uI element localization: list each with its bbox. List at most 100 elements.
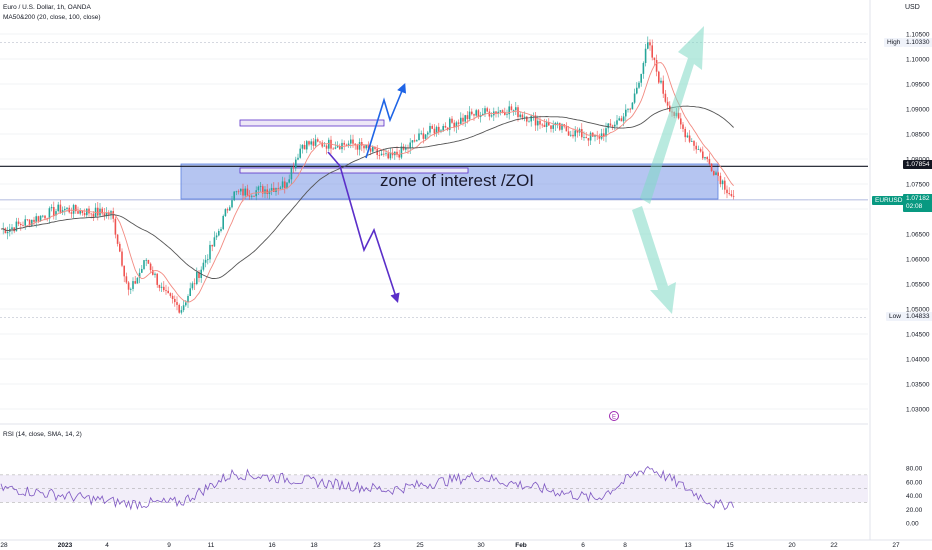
candle-body [556, 122, 559, 124]
candle-body [299, 148, 301, 158]
time-tick-label: 4 [105, 542, 109, 549]
candle-body [446, 127, 449, 130]
time-tick-label: 25 [416, 542, 424, 549]
candle-body [334, 147, 337, 149]
candle-body [281, 181, 284, 188]
current-price-tag: 1.07182 02:08 [903, 194, 932, 212]
candle-body [191, 283, 194, 289]
candle-body [572, 134, 574, 137]
candle-body [688, 135, 691, 142]
candle-body [301, 144, 304, 149]
candle-body [125, 276, 128, 283]
candle-body [574, 130, 576, 137]
rsi-legend: RSI (14, close, SMA, 14, 2) [3, 431, 82, 438]
candle-body [132, 281, 134, 289]
candle-body [246, 188, 249, 196]
candle-body [321, 142, 323, 147]
candle-body [633, 93, 636, 103]
candle-body [389, 152, 392, 159]
indicator-legend: MA50&200 (20, close, 100, close) [3, 14, 101, 21]
candle-body [57, 204, 59, 212]
candle-body [713, 171, 715, 175]
candle-body [138, 272, 141, 278]
price-tick-label: 1.07500 [906, 182, 930, 189]
candle-body [143, 260, 145, 269]
time-tick-label: 8 [623, 542, 627, 549]
candle-body [501, 110, 504, 112]
price-tick-label: 1.03000 [906, 407, 930, 414]
candle-body [141, 268, 143, 273]
candle-body [35, 216, 37, 222]
candle-body [405, 147, 407, 150]
candle-body [123, 265, 125, 277]
candle-body [37, 216, 40, 222]
candle-body [356, 145, 359, 150]
candle-body [451, 118, 453, 123]
candle-body [189, 288, 191, 297]
time-tick-label: Feb [515, 542, 527, 549]
time-tick-label: 9 [167, 542, 171, 549]
candle-body [543, 124, 546, 127]
candle-body [490, 115, 493, 117]
candle-body [515, 107, 517, 111]
candle-body [343, 142, 345, 145]
candle-body [145, 259, 147, 261]
candle-body [521, 114, 524, 118]
candle-body [682, 124, 684, 129]
candle-body [231, 200, 233, 208]
candle-body [345, 144, 348, 146]
candle-body [380, 153, 383, 156]
price-tick-label: 1.03500 [906, 382, 930, 389]
candle-body [196, 272, 198, 285]
candle-body [429, 125, 431, 133]
candle-body [295, 159, 297, 169]
candle-body [24, 219, 26, 226]
candle-body [398, 154, 400, 158]
candle-body [266, 189, 268, 194]
candle-body [385, 153, 387, 155]
candle-body [273, 187, 275, 192]
candle-body [242, 188, 244, 196]
candle-body [413, 140, 416, 142]
candle-body [259, 186, 262, 188]
rsi-tick-label: 20.00 [906, 507, 923, 514]
candle-body [198, 272, 200, 279]
candle-body [211, 244, 213, 247]
candle-body [64, 208, 66, 211]
candle-body [704, 157, 706, 159]
consolidation-box-lower [239, 167, 469, 174]
candle-body [508, 106, 510, 115]
candle-body [427, 132, 429, 135]
candle-body [647, 42, 649, 49]
candle-body [332, 148, 334, 150]
candle-body [383, 153, 385, 155]
price-tick-label: 1.10000 [906, 57, 930, 64]
candle-body [167, 290, 169, 294]
candle-body [708, 159, 711, 164]
candle-body [550, 125, 552, 129]
rsi-tick-label: 40.00 [906, 493, 923, 500]
candle-body [732, 195, 735, 197]
candle-body [534, 115, 537, 126]
currency-label: USD [905, 4, 920, 11]
price-tick-label: 1.05000 [906, 307, 930, 314]
candle-body [358, 142, 361, 150]
candle-body [693, 141, 695, 146]
candle-body [440, 130, 442, 132]
candle-body [350, 139, 352, 144]
candle-body [391, 152, 394, 156]
candle-body [105, 212, 108, 217]
candle-body [79, 210, 81, 214]
time-tick-label: 18 [310, 542, 318, 549]
candle-body [697, 149, 700, 150]
candle-body [684, 128, 686, 138]
candle-body [435, 126, 438, 134]
price-tick-label: 1.04500 [906, 332, 930, 339]
bearish-target-arrow [632, 206, 676, 314]
candle-body [510, 106, 513, 111]
candle-body [418, 133, 420, 141]
time-tick-label: 13 [684, 542, 692, 549]
candle-body [587, 138, 590, 141]
candle-body [449, 118, 451, 130]
